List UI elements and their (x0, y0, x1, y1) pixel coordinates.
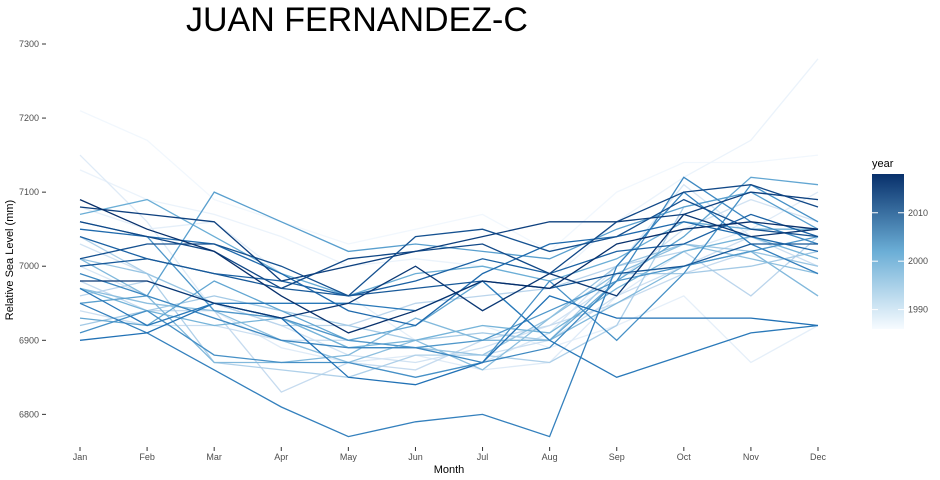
series-line-1990 (79, 154, 819, 371)
legend-tick-label: 2000 (908, 256, 928, 266)
x-tick-label: Nov (743, 452, 760, 462)
series-lines (79, 58, 819, 438)
series-line-2006 (79, 183, 819, 378)
x-tick-label: Dec (810, 452, 827, 462)
series-line-1987 (79, 110, 819, 253)
legend-title: year (872, 158, 894, 170)
x-tick-label: May (340, 452, 358, 462)
series-line-2014 (79, 198, 819, 297)
chart-title: JUAN FERNANDEZ-C (186, 1, 528, 39)
series-line-1994 (79, 250, 819, 393)
y-tick-label: 7300 (19, 39, 39, 49)
x-tick-label: Mar (206, 452, 222, 462)
x-axis-title: Month (434, 464, 465, 476)
legend-ticks: 1990 2000 2010 (872, 208, 928, 315)
x-tick-label: Jan (73, 452, 88, 462)
legend-tick-label: 2010 (908, 208, 928, 218)
series-line-2003 (79, 176, 819, 342)
series-line-2001 (79, 235, 819, 349)
series-line-1991 (79, 183, 819, 378)
x-tick-label: Oct (677, 452, 692, 462)
x-tick-label: Apr (274, 452, 288, 462)
series-line-2013 (79, 243, 818, 297)
x-axis: Jan Feb Mar Apr May Jun Jul Aug Sep Oct Nov Dec (73, 447, 827, 462)
series-line-2008 (79, 191, 819, 438)
legend-colorbar (872, 174, 904, 329)
y-tick-label: 7000 (19, 261, 39, 271)
series-line-2015 (79, 184, 819, 290)
series-line-2005 (79, 221, 819, 349)
y-axis: 6800 6900 7000 7100 7200 7300 (19, 39, 46, 419)
y-tick-label: 7100 (19, 187, 39, 197)
y-tick-label: 7200 (19, 113, 39, 123)
series-line-1988 (79, 58, 819, 282)
x-tick-label: Feb (139, 452, 155, 462)
legend-tick-label: 1990 (908, 305, 928, 315)
y-tick-label: 6900 (19, 335, 39, 345)
series-line-1995 (79, 236, 819, 327)
series-line-2010 (79, 295, 819, 386)
series-line-2017 (80, 213, 819, 319)
x-tick-label: Sep (609, 452, 625, 462)
y-axis-title: Relative Sea Level (mm) (4, 200, 16, 320)
series-line-2018 (79, 199, 819, 334)
series-line-2011 (79, 221, 819, 327)
legend: year 1990 2000 2010 (872, 158, 928, 329)
y-tick-label: 6800 (19, 409, 39, 419)
x-tick-label: Jun (408, 452, 423, 462)
series-line-2007 (79, 176, 819, 364)
x-tick-label: Aug (542, 452, 558, 462)
series-line-2016 (79, 191, 819, 282)
x-tick-label: Jul (477, 452, 489, 462)
